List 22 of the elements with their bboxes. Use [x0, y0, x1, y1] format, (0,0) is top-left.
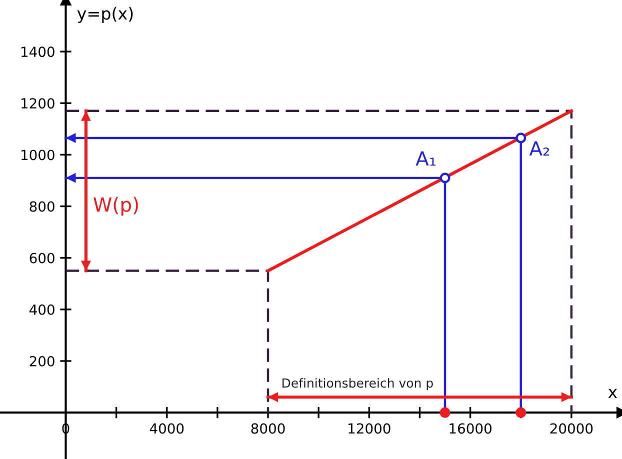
x-tick-label: 4000	[150, 423, 184, 434]
y-tick-label: 600	[30, 252, 54, 264]
x-tick-label: 20000	[550, 423, 593, 434]
y-tick-label: 200	[30, 356, 54, 366]
y-tick-label: 800	[30, 201, 54, 212]
x-axis-title: x	[608, 388, 618, 398]
x-tick-label: 16000	[450, 423, 492, 434]
annotation: A₁	[416, 151, 436, 166]
x-tick-label: 8000	[251, 423, 285, 434]
annotation: A₂	[529, 141, 550, 156]
point	[440, 407, 450, 418]
y-tick-label: 400	[29, 304, 54, 315]
y-tick-label: 1000	[22, 150, 54, 160]
x-tick-label: 12000	[348, 423, 390, 434]
point	[516, 407, 526, 418]
point	[516, 132, 526, 144]
annotation: W(p)	[94, 196, 138, 216]
y-tick-label: 1200	[22, 98, 54, 109]
y-axis-title: y=p(x)	[77, 6, 133, 24]
annotation: Definitionsbereich von p	[282, 378, 433, 390]
y-tick-label: 1400	[22, 46, 54, 58]
point	[440, 172, 450, 184]
